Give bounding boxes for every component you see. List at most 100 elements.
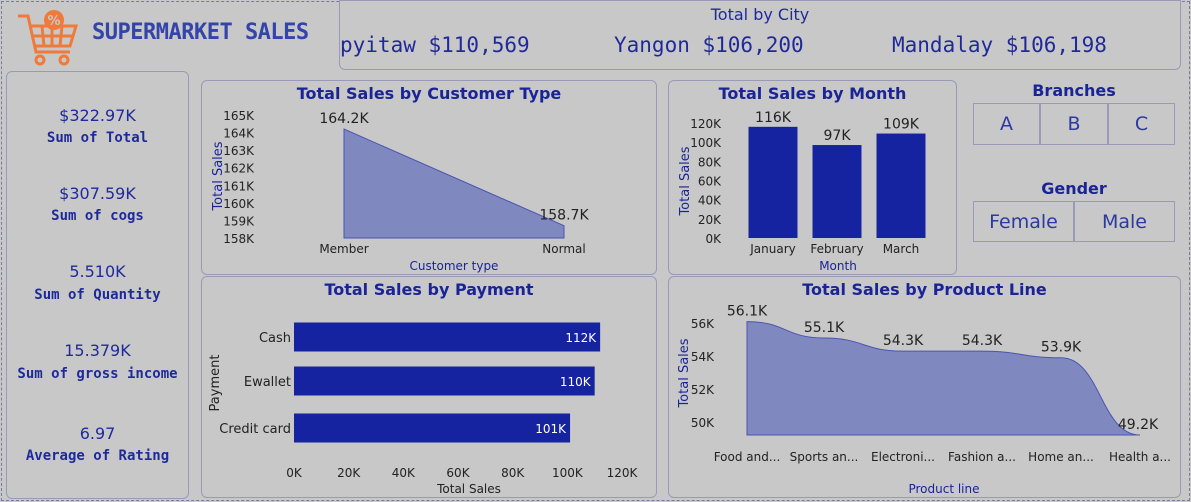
kpi-cogs-value: $307.59K: [59, 184, 136, 203]
y-tick-label: 164K: [223, 127, 255, 141]
y-tick-label: 56K: [691, 317, 715, 331]
city-card-title: Total by City: [710, 5, 810, 24]
product-line-chart: 50K 52K 54K 56K 56.1K Food and... 55.1K Sports …: [677, 304, 1171, 496]
y-tick-label: 52K: [691, 383, 715, 397]
x-tick-label: Electroni...: [871, 450, 935, 464]
x-tick-label: February: [810, 242, 863, 256]
x-axis-title: Month: [819, 259, 857, 273]
kpi-quantity-value: 5.510K: [69, 262, 126, 281]
y-axis-title: Total Sales: [678, 146, 693, 216]
data-label: 55.1K: [804, 320, 845, 336]
data-label: 97K: [824, 128, 852, 144]
data-label: 49.2K: [1118, 417, 1159, 433]
y-tick-label: 165K: [223, 109, 255, 123]
x-tick-label: January: [749, 242, 796, 256]
kpi-rating-label: Average of Rating: [25, 448, 170, 464]
x-tick-label: 100K: [552, 466, 584, 480]
city-card: Total by City pyitaw $110,569 Yangon $10…: [339, 0, 1181, 70]
y-axis-title: Total Sales: [211, 141, 226, 211]
bar: [812, 145, 862, 238]
x-axis-title: Product line: [908, 482, 979, 496]
data-label: 164.2K: [319, 111, 369, 127]
x-tick-label: 120K: [607, 466, 639, 480]
kpi-total-label: Sum of Total: [46, 130, 149, 146]
month-chart-panel: Total Sales by Month 0K 20K 40K 60K 80K 100K 1…: [668, 80, 957, 275]
branch-a-button[interactable]: A: [973, 103, 1040, 145]
data-label: 53.9K: [1041, 340, 1082, 356]
x-tick-label: 20K: [337, 466, 361, 480]
y-tick-label: 120K: [690, 117, 722, 131]
shopping-cart-logo-icon: %: [18, 10, 79, 66]
kpi-quantity-label: Sum of Quantity: [34, 287, 161, 303]
gender-slicer: Female Male: [973, 201, 1175, 242]
x-tick-label: Home an...: [1028, 450, 1094, 464]
product-line-chart-title: Total Sales by Product Line: [802, 280, 1047, 299]
y-tick-label: 0K: [705, 232, 722, 246]
kpi-total-value: $322.97K: [59, 106, 136, 125]
payment-chart-panel: Total Sales by Payment 112K Cash 110K Ewall…: [201, 276, 657, 498]
y-tick-label: Credit card: [219, 422, 291, 437]
branch-c-button[interactable]: C: [1108, 103, 1175, 145]
kpi-panel: $322.97K Sum of Total $307.59K Sum of co…: [6, 71, 189, 499]
y-tick-label: 160K: [223, 197, 255, 211]
city-value-3: Mandalay $106,198: [892, 33, 1107, 57]
branches-slicer: A B C: [973, 103, 1175, 145]
y-tick-label: 80K: [698, 155, 722, 169]
x-tick-label: Health a...: [1109, 450, 1171, 464]
kpi-gross-income-value: 15.379K: [64, 341, 131, 360]
month-chart: 0K 20K 40K 60K 80K 100K 120K 116K January 97K Febr…: [678, 110, 926, 273]
svg-text:%: %: [47, 14, 60, 29]
kpi-cogs-label: Sum of cogs: [51, 208, 144, 224]
data-label: 54.3K: [883, 333, 924, 349]
month-chart-title: Total Sales by Month: [718, 84, 907, 103]
customer-type-chart-title: Total Sales by Customer Type: [296, 84, 562, 103]
data-label: 116K: [755, 110, 792, 126]
y-axis-title: Payment: [208, 355, 223, 412]
data-label: 54.3K: [962, 333, 1003, 349]
y-tick-label: 60K: [698, 175, 722, 189]
city-value-2: Yangon $106,200: [614, 33, 804, 57]
gender-female-button[interactable]: Female: [973, 201, 1074, 242]
branch-b-button[interactable]: B: [1040, 103, 1108, 145]
y-tick-label: 163K: [223, 144, 255, 158]
x-tick-label: Fashion a...: [948, 450, 1016, 464]
y-tick-label: 50K: [691, 416, 715, 430]
data-label: 101K: [535, 422, 567, 436]
gender-male-button[interactable]: Male: [1074, 201, 1175, 242]
y-tick-label: 161K: [223, 179, 255, 193]
y-axis-title: Total Sales: [677, 338, 692, 408]
x-tick-label: Sports an...: [790, 450, 859, 464]
bar: [294, 322, 601, 352]
y-tick-label: 20K: [698, 213, 722, 227]
city-value-1: pyitaw $110,569: [340, 33, 530, 57]
y-tick-label: 40K: [698, 194, 722, 208]
y-tick-label: Cash: [259, 331, 291, 346]
y-tick-label: 162K: [223, 162, 255, 176]
data-label: 56.1K: [727, 304, 768, 320]
x-tick-label: 80K: [501, 466, 525, 480]
x-tick-label: Member: [319, 242, 368, 256]
payment-chart-title: Total Sales by Payment: [324, 280, 534, 299]
area-series: [343, 128, 565, 239]
data-label: 112K: [565, 331, 597, 345]
bar: [748, 126, 798, 238]
bar: [294, 413, 571, 443]
branches-slicer-title: Branches: [1032, 81, 1116, 100]
y-tick-label: Ewallet: [244, 375, 291, 390]
bar: [294, 366, 595, 396]
y-tick-label: 159K: [223, 214, 255, 228]
y-tick-label: 158K: [223, 232, 255, 246]
x-tick-label: 0K: [286, 466, 303, 480]
customer-type-chart-panel: Total Sales by Customer Type 158K 159K 160…: [201, 80, 657, 275]
payment-chart: 112K Cash 110K Ewallet 101K Credit card 0K 20K 4…: [208, 322, 639, 496]
y-tick-label: 54K: [691, 350, 715, 364]
area-series: [746, 321, 1141, 436]
x-axis-title: Total Sales: [436, 482, 501, 496]
x-axis-title: Customer type: [410, 259, 499, 273]
bar: [876, 133, 926, 238]
x-tick-label: 60K: [446, 466, 470, 480]
x-tick-label: Food and...: [714, 450, 781, 464]
data-label: 109K: [883, 117, 920, 133]
x-tick-label: March: [883, 242, 920, 256]
x-tick-label: 40K: [392, 466, 416, 480]
